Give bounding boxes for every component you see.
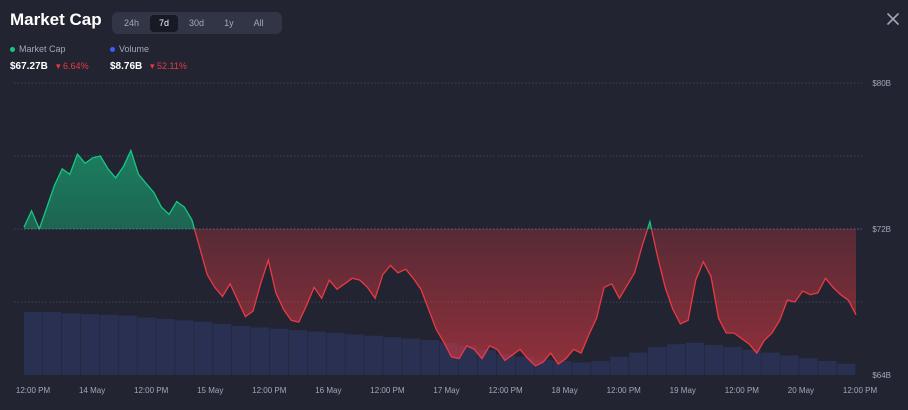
volume-bar xyxy=(496,354,516,375)
market-cap-change-value: 6.64% xyxy=(63,61,89,71)
volume-bar xyxy=(99,314,118,375)
y-tick-label: $80B xyxy=(872,79,891,88)
tab-24h[interactable]: 24h xyxy=(124,17,140,28)
x-tick-label: 16 May xyxy=(315,386,341,395)
x-tick-label: 19 May xyxy=(670,386,696,395)
market-cap-dot-icon xyxy=(10,46,15,52)
tab-1y[interactable]: 1y xyxy=(224,17,234,28)
legend-volume-label: Volume xyxy=(119,44,150,54)
volume-bar xyxy=(175,320,194,375)
volume-bar xyxy=(383,337,402,375)
volume-bar xyxy=(269,328,289,375)
x-tick-label: 12:00 PM xyxy=(370,386,405,395)
volume-bars xyxy=(24,312,856,375)
y-tick-label: $64B xyxy=(872,371,891,380)
volume-bar xyxy=(80,314,100,375)
legend-volume: Volume xyxy=(110,44,149,54)
time-range-tabs: 24h 7d 30d 1y All xyxy=(112,12,282,34)
y-tick-label: $72B xyxy=(872,225,891,234)
x-tick-label: 15 May xyxy=(197,386,223,395)
volume-bar xyxy=(572,362,591,375)
volume-bar xyxy=(137,317,156,375)
volume-bar xyxy=(288,330,308,375)
volume-bar xyxy=(666,344,686,375)
market-cap-line-up xyxy=(23,148,653,229)
volume-bar xyxy=(61,313,81,375)
volume-bar xyxy=(591,361,610,375)
volume-bar xyxy=(307,331,326,375)
market-cap-change: ▾ 6.64% xyxy=(56,61,89,72)
volume-bar xyxy=(553,361,572,375)
tab-30d[interactable]: 30d xyxy=(189,17,205,28)
volume-bar xyxy=(213,323,232,375)
close-icon[interactable] xyxy=(886,12,900,26)
legend-market-cap-label: Market Cap xyxy=(19,44,66,54)
volume-bar xyxy=(780,355,799,375)
tab-all[interactable]: All xyxy=(253,17,264,28)
market-cap-area-up xyxy=(24,150,856,229)
caret-down-icon: ▾ xyxy=(150,61,155,71)
x-tick-label: 12:00 PM xyxy=(725,386,760,395)
volume-dot-icon xyxy=(110,46,115,52)
tab-7d[interactable]: 7d xyxy=(150,14,179,32)
volume-bar xyxy=(345,334,364,375)
page-title: Market Cap xyxy=(10,10,102,29)
volume-bar xyxy=(818,361,837,375)
volume-value: $8.76B xyxy=(110,61,143,72)
x-tick-label: 14 May xyxy=(79,386,105,395)
volume-bar xyxy=(42,312,62,375)
x-tick-label: 12:00 PM xyxy=(607,386,642,395)
volume-bar xyxy=(194,321,213,375)
x-tick-label: 12:00 PM xyxy=(252,386,287,395)
volume-bar xyxy=(629,352,648,375)
volume-bar xyxy=(723,347,742,375)
volume-bar xyxy=(250,327,270,375)
x-tick-label: 12:00 PM xyxy=(488,386,523,395)
volume-bar xyxy=(24,312,43,375)
volume-bar xyxy=(364,335,383,375)
volume-bar xyxy=(704,344,724,375)
volume-bar xyxy=(402,338,421,375)
caret-down-icon: ▾ xyxy=(56,61,61,71)
volume-bar xyxy=(610,356,629,375)
market-cap-area-down xyxy=(24,229,856,366)
market-cap-line-down xyxy=(38,229,857,367)
x-tick-label: 12:00 PM xyxy=(843,386,878,395)
volume-change: ▾ 52.11% xyxy=(150,61,187,72)
volume-bar xyxy=(421,340,440,375)
volume-bar xyxy=(648,347,667,375)
x-tick-label: 12:00 PM xyxy=(134,386,169,395)
volume-bar xyxy=(118,315,137,375)
volume-bar xyxy=(156,319,175,375)
x-tick-label: 12:00 PM xyxy=(16,386,51,395)
volume-change-value: 52.11% xyxy=(157,61,187,71)
x-tick-label: 20 May xyxy=(788,386,814,395)
volume-bar xyxy=(458,345,478,375)
volume-bar xyxy=(742,349,761,375)
volume-bar xyxy=(515,356,534,375)
volume-bar xyxy=(761,352,780,375)
volume-bar xyxy=(799,358,818,375)
volume-bar xyxy=(232,326,251,375)
volume-bar xyxy=(685,342,705,375)
volume-bar xyxy=(326,333,345,375)
legend-market-cap: Market Cap xyxy=(10,44,66,54)
volume-bar xyxy=(837,363,856,375)
x-tick-label: 18 May xyxy=(552,386,578,395)
x-tick-label: 17 May xyxy=(433,386,459,395)
market-cap-value: $67.27B xyxy=(10,61,48,72)
